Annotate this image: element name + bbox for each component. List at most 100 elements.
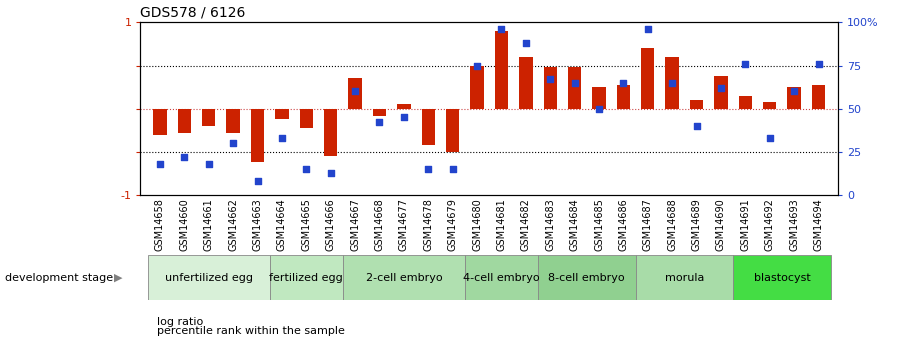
- Text: GSM14691: GSM14691: [740, 198, 750, 251]
- Text: development stage: development stage: [5, 273, 112, 283]
- Point: [811, 61, 825, 67]
- Text: GSM14660: GSM14660: [179, 198, 189, 251]
- Text: GSM14663: GSM14663: [253, 198, 263, 251]
- Bar: [636, 255, 733, 300]
- Text: GSM14689: GSM14689: [691, 198, 701, 251]
- Bar: [446, 109, 459, 152]
- Text: GSM14687: GSM14687: [642, 198, 653, 251]
- Point: [250, 178, 265, 184]
- Text: GSM14684: GSM14684: [570, 198, 580, 251]
- Text: GSM14690: GSM14690: [716, 198, 726, 251]
- Point: [738, 61, 753, 67]
- Point: [567, 80, 582, 86]
- Point: [592, 106, 606, 111]
- Point: [348, 89, 362, 94]
- Bar: [689, 100, 703, 109]
- Bar: [148, 255, 270, 300]
- Bar: [397, 104, 410, 109]
- Bar: [538, 255, 636, 300]
- Point: [641, 27, 655, 32]
- Point: [763, 135, 777, 141]
- Bar: [544, 67, 557, 109]
- Bar: [568, 67, 582, 109]
- Text: 8-cell embryo: 8-cell embryo: [548, 273, 625, 283]
- Point: [177, 154, 191, 160]
- Text: GSM14681: GSM14681: [496, 198, 506, 251]
- Text: GSM14658: GSM14658: [155, 198, 165, 251]
- Bar: [275, 109, 289, 119]
- Bar: [226, 109, 240, 133]
- Bar: [812, 85, 825, 109]
- Bar: [421, 109, 435, 145]
- Bar: [763, 102, 776, 109]
- Text: GSM14693: GSM14693: [789, 198, 799, 251]
- Text: GSM14678: GSM14678: [423, 198, 433, 251]
- Bar: [465, 255, 538, 300]
- Point: [372, 120, 387, 125]
- Point: [616, 80, 631, 86]
- Text: GSM14667: GSM14667: [350, 198, 360, 251]
- Bar: [372, 109, 386, 116]
- Text: GSM14683: GSM14683: [545, 198, 555, 251]
- Text: GSM14692: GSM14692: [765, 198, 775, 251]
- Bar: [714, 76, 728, 109]
- Bar: [153, 109, 167, 135]
- Bar: [251, 109, 265, 162]
- Bar: [324, 109, 337, 156]
- Point: [421, 166, 436, 172]
- Bar: [738, 96, 752, 109]
- Bar: [733, 255, 831, 300]
- Text: 4-cell embryo: 4-cell embryo: [463, 273, 540, 283]
- Bar: [593, 87, 606, 109]
- Text: GSM14682: GSM14682: [521, 198, 531, 251]
- Point: [153, 161, 168, 167]
- Text: percentile rank within the sample: percentile rank within the sample: [157, 326, 344, 335]
- Text: GSM14677: GSM14677: [399, 198, 409, 252]
- Text: fertilized egg: fertilized egg: [269, 273, 343, 283]
- Point: [518, 40, 533, 46]
- Bar: [495, 31, 508, 109]
- Bar: [666, 57, 679, 109]
- Bar: [349, 78, 361, 109]
- Bar: [470, 66, 484, 109]
- Bar: [519, 57, 533, 109]
- Text: GSM14680: GSM14680: [472, 198, 482, 251]
- Text: GSM14688: GSM14688: [667, 198, 677, 251]
- Bar: [342, 255, 465, 300]
- Point: [714, 85, 728, 91]
- Point: [397, 115, 411, 120]
- Point: [299, 166, 313, 172]
- Text: GSM14666: GSM14666: [325, 198, 336, 251]
- Point: [446, 166, 460, 172]
- Text: log ratio: log ratio: [157, 317, 203, 327]
- Bar: [202, 109, 216, 126]
- Text: GSM14686: GSM14686: [619, 198, 629, 251]
- Point: [494, 27, 508, 32]
- Point: [665, 80, 680, 86]
- Point: [201, 161, 216, 167]
- Text: 2-cell embryo: 2-cell embryo: [365, 273, 442, 283]
- Point: [226, 140, 240, 146]
- Text: GSM14661: GSM14661: [204, 198, 214, 251]
- Text: GSM14685: GSM14685: [594, 198, 604, 251]
- Point: [275, 135, 289, 141]
- Text: GSM14668: GSM14668: [374, 198, 384, 251]
- Point: [323, 170, 338, 175]
- Text: GSM14664: GSM14664: [277, 198, 287, 251]
- Point: [543, 77, 557, 82]
- Point: [787, 89, 802, 94]
- Text: ▶: ▶: [113, 273, 122, 283]
- Bar: [641, 48, 654, 109]
- Text: GSM14679: GSM14679: [448, 198, 458, 251]
- Text: morula: morula: [665, 273, 704, 283]
- Text: GSM14665: GSM14665: [302, 198, 312, 251]
- Point: [689, 123, 704, 129]
- Bar: [270, 255, 342, 300]
- Bar: [787, 87, 801, 109]
- Bar: [617, 85, 630, 109]
- Text: unfertilized egg: unfertilized egg: [165, 273, 253, 283]
- Text: blastocyst: blastocyst: [754, 273, 810, 283]
- Text: GSM14694: GSM14694: [814, 198, 824, 251]
- Bar: [300, 109, 313, 128]
- Point: [470, 63, 485, 68]
